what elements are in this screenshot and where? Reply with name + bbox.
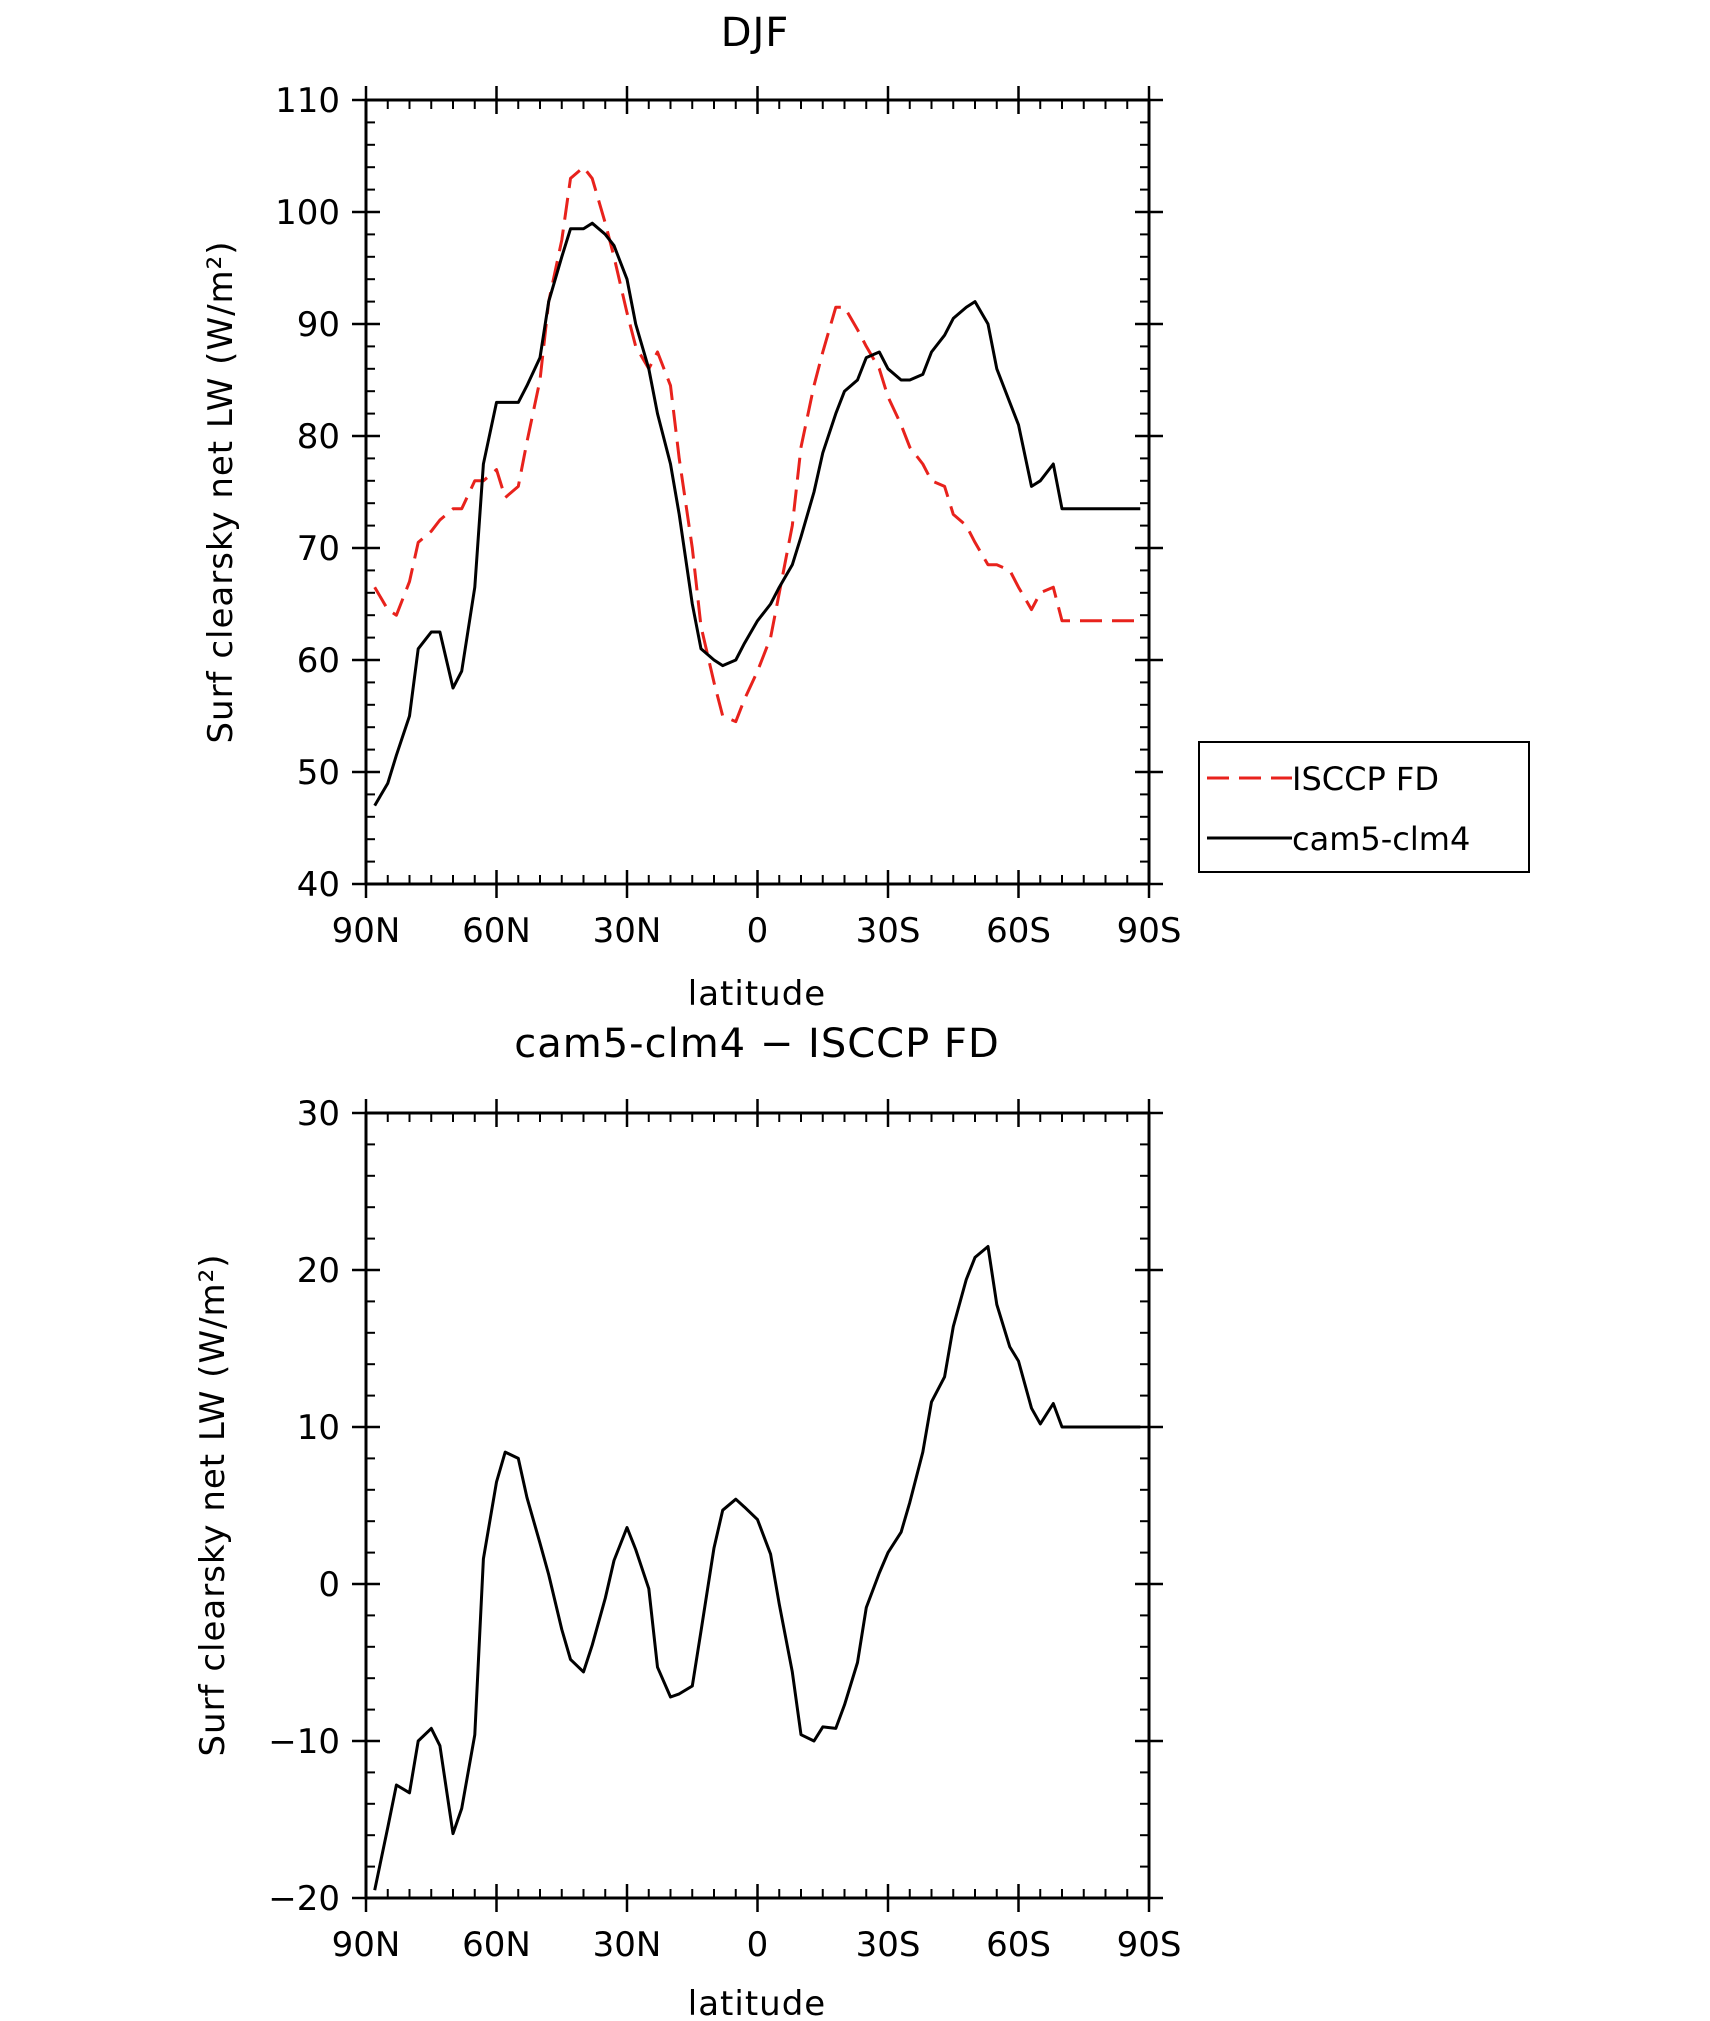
bottom-y-tick-labels: −20 −10 0 10 20 30 — [268, 1094, 340, 1919]
top-chart-title: DJF — [721, 10, 790, 56]
y-tick-label: 30 — [297, 1094, 340, 1134]
y-tick-label: 70 — [297, 529, 340, 569]
x-tick-label: 0 — [747, 911, 769, 951]
y-tick-label: 40 — [297, 865, 340, 905]
series-line-isccp-fd — [373, 165, 1141, 724]
x-tick-label: 90N — [332, 911, 401, 951]
top-series-lines — [373, 165, 1141, 807]
top-plot-frame — [364, 98, 1151, 886]
bottom-tick-marks — [352, 1099, 1163, 1912]
bottom-x-axis-label: latitude — [688, 1984, 826, 2021]
x-tick-label: 60N — [462, 911, 531, 951]
x-tick-label: 30N — [593, 1925, 662, 1965]
x-tick-label: 60S — [986, 911, 1051, 951]
top-y-tick-labels: 40 50 60 70 80 90 100 110 — [275, 81, 340, 905]
y-tick-label: 20 — [297, 1251, 340, 1291]
y-tick-label: 90 — [297, 305, 340, 345]
legend: ISCCP FD cam5-clm4 — [1198, 741, 1530, 873]
y-tick-label: −20 — [268, 1879, 340, 1919]
bottom-series-lines — [373, 1245, 1141, 1891]
y-tick-label: −10 — [268, 1722, 340, 1762]
x-tick-label: 60S — [986, 1925, 1051, 1965]
y-tick-label: 60 — [297, 641, 340, 681]
y-tick-label: 80 — [297, 417, 340, 457]
series-line-cam5-clm4 — [373, 221, 1141, 807]
y-tick-label: 10 — [297, 1408, 340, 1448]
legend-box — [1198, 741, 1530, 873]
y-tick-label: 50 — [297, 753, 340, 793]
bottom-chart-title: cam5-clm4 − ISCCP FD — [514, 1021, 1000, 1067]
bottom-plot-frame — [364, 1111, 1151, 1900]
bottom-x-tick-labels: 90N 60N 30N 0 30S 60S 90S — [332, 1925, 1182, 1965]
legend-label-cam5: cam5-clm4 — [1292, 820, 1470, 858]
x-tick-label: 30S — [856, 1925, 921, 1965]
legend-label-isccp: ISCCP FD — [1292, 760, 1439, 798]
series-line-difference — [373, 1245, 1141, 1891]
top-x-axis-label: latitude — [688, 974, 826, 1014]
x-tick-label: 30N — [593, 911, 662, 951]
y-tick-label: 0 — [318, 1565, 340, 1605]
x-tick-label: 0 — [747, 1925, 769, 1965]
x-tick-label: 90S — [1117, 911, 1182, 951]
top-y-axis-label: Surf clearsky net LW (W/m²) — [201, 240, 241, 743]
top-tick-marks — [352, 86, 1163, 898]
bottom-y-axis-label: Surf clearsky net LW (W/m²) — [193, 1253, 233, 1756]
y-tick-label: 110 — [275, 81, 340, 121]
bottom-panel: cam5-clm4 − ISCCP FD −20 −10 0 10 20 30 90N 60… — [193, 1021, 1181, 2021]
y-tick-label: 100 — [275, 193, 340, 233]
x-tick-label: 90S — [1117, 1925, 1182, 1965]
x-tick-label: 60N — [462, 1925, 531, 1965]
top-x-tick-labels: 90N 60N 30N 0 30S 60S 90S — [332, 911, 1182, 951]
x-tick-label: 90N — [332, 1925, 401, 1965]
x-tick-label: 30S — [856, 911, 921, 951]
